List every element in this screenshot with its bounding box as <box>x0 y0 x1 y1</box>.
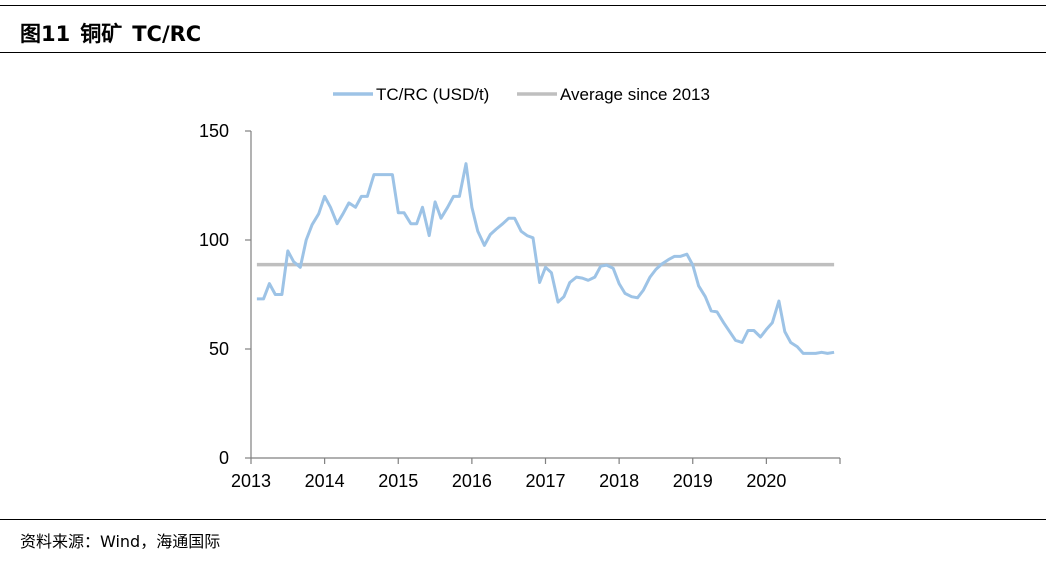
x-tick-label: 2020 <box>746 471 786 491</box>
series-line-tcrc <box>256 162 835 355</box>
legend-tcrc-label: TC/RC (USD/t) <box>376 85 489 104</box>
x-tick-label: 2018 <box>599 471 639 491</box>
figure-title: 图11 铜矿 TC/RC <box>20 18 211 48</box>
figure-number: 图11 <box>20 22 71 46</box>
y-tick-label: 0 <box>219 448 229 468</box>
x-tick-label: 2016 <box>452 471 492 491</box>
y-tick-label: 50 <box>209 339 229 359</box>
x-tick-label: 2014 <box>305 471 345 491</box>
source-note: 资料来源：Wind，海通国际 <box>20 532 221 551</box>
x-tick-label: 2015 <box>378 471 418 491</box>
top-rule <box>0 5 1046 6</box>
legend-average-label: Average since 2013 <box>560 85 710 104</box>
y-tick-label: 150 <box>199 121 229 141</box>
figure-title-cn: 铜矿 <box>80 22 123 46</box>
x-tick-label: 2013 <box>231 471 271 491</box>
y-tick-label: 100 <box>199 230 229 250</box>
figure-title-en: TC/RC <box>132 22 202 46</box>
title-rule <box>0 52 1046 53</box>
bottom-rule <box>0 519 1046 520</box>
x-tick-label: 2019 <box>673 471 713 491</box>
x-tick-label: 2017 <box>525 471 565 491</box>
